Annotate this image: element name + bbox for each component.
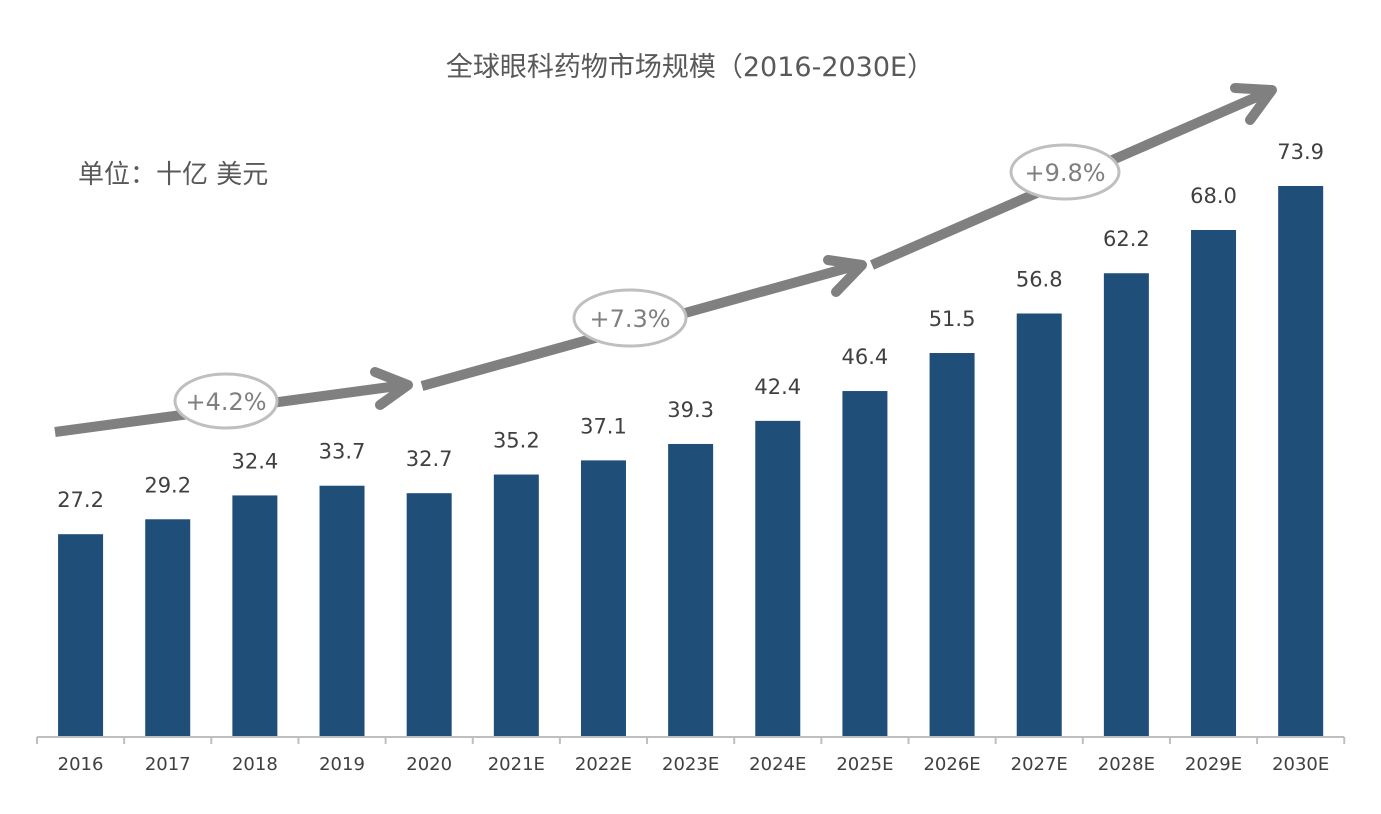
x-tick-label: 2020 xyxy=(406,754,452,775)
value-label: 29.2 xyxy=(144,473,191,497)
cagr-badge-2: +7.3% xyxy=(572,288,688,348)
bar-2018 xyxy=(232,495,278,737)
x-tick-label: 2023E xyxy=(662,754,719,775)
x-tick-label: 2025E xyxy=(836,754,893,775)
x-tick-label: 2016 xyxy=(58,754,104,775)
chart-title: 全球眼科药物市场规模（2016-2030E） xyxy=(446,52,934,83)
bar-2016 xyxy=(58,534,104,737)
bar-2020 xyxy=(406,493,452,737)
value-label: 39.3 xyxy=(667,398,714,422)
x-tick-label: 2022E xyxy=(575,754,632,775)
cagr-badge-3: +9.8% xyxy=(1009,143,1121,201)
x-tick-label: 2017 xyxy=(145,754,191,775)
bar-2021E xyxy=(493,474,539,737)
x-tick-label: 2018 xyxy=(232,754,278,775)
x-tick-label: 2028E xyxy=(1098,754,1155,775)
bar-2022E xyxy=(580,460,626,737)
value-label: 32.7 xyxy=(406,447,453,471)
value-label: 27.2 xyxy=(57,488,104,512)
bars-group: 27.2 29.2 32.4 33.7 32.7 35.2 37.1 39.3 42.4 46.4… xyxy=(57,140,1324,737)
bar-2027E xyxy=(1016,313,1062,737)
bar-2026E xyxy=(929,353,975,737)
value-label: 33.7 xyxy=(319,440,366,464)
value-label: 62.2 xyxy=(1103,227,1150,251)
cagr-badge-1: +4.2% xyxy=(173,372,279,430)
value-label: 68.0 xyxy=(1190,184,1237,208)
x-tick-label: 2019 xyxy=(319,754,365,775)
svg-text:+4.2%: +4.2% xyxy=(185,388,266,416)
bar-2017 xyxy=(145,519,191,737)
svg-text:+7.3%: +7.3% xyxy=(589,305,670,333)
value-label: 42.4 xyxy=(754,375,801,399)
bar-2023E xyxy=(668,443,714,737)
bar-2024E xyxy=(755,420,801,737)
svg-text:+9.8%: +9.8% xyxy=(1024,159,1105,187)
value-label: 32.4 xyxy=(231,449,278,473)
x-axis: 2016 2017 2018 2019 2020 2021E 2022E 2023E 2024E… xyxy=(36,736,1346,775)
x-tick-label: 2027E xyxy=(1011,754,1068,775)
value-label: 56.8 xyxy=(1016,267,1063,291)
x-tick-label: 2030E xyxy=(1272,754,1329,775)
bar-2028E xyxy=(1103,273,1149,737)
unit-label: 单位：十亿 美元 xyxy=(78,160,268,190)
x-tick-label: 2029E xyxy=(1185,754,1242,775)
value-label: 73.9 xyxy=(1277,140,1324,164)
bar-2029E xyxy=(1191,229,1237,737)
bar-2030E xyxy=(1278,186,1324,737)
value-label: 35.2 xyxy=(493,429,540,453)
value-label: 51.5 xyxy=(929,307,976,331)
value-label: 46.4 xyxy=(842,345,889,369)
bar-2025E xyxy=(842,391,888,737)
bar-2019 xyxy=(319,485,365,737)
x-tick-label: 2021E xyxy=(488,754,545,775)
x-tick-label: 2024E xyxy=(749,754,806,775)
x-tick-label: 2026E xyxy=(923,754,980,775)
value-label: 37.1 xyxy=(580,414,627,438)
